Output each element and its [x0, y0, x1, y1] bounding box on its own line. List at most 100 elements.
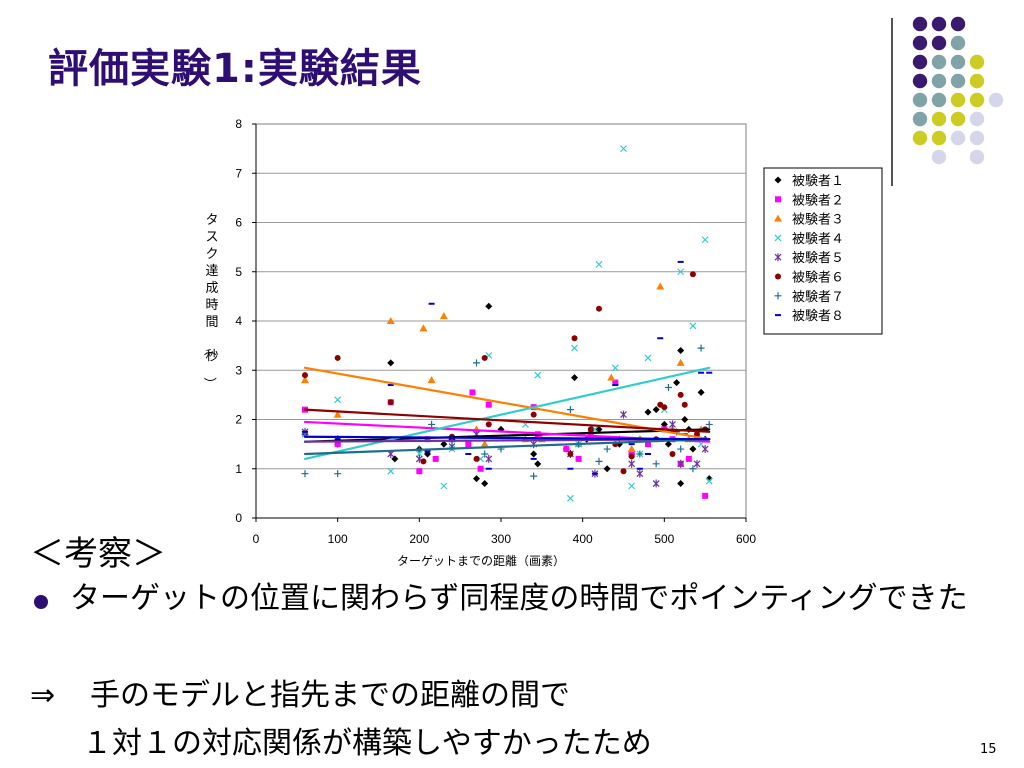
data-point [480, 440, 489, 448]
decorative-dot [931, 130, 947, 146]
y-tick-label: 1 [235, 462, 242, 476]
x-tick-label: 500 [654, 532, 674, 546]
legend-label: 被験者３ [792, 213, 844, 228]
data-point [681, 401, 688, 408]
data-point [636, 450, 644, 458]
series-points-8 [302, 260, 713, 475]
decorative-dot [931, 111, 947, 127]
data-point [705, 477, 713, 485]
data-point [530, 411, 537, 418]
x-tick-label: 200 [409, 532, 429, 546]
data-point [334, 396, 342, 404]
decorative-dot [912, 16, 928, 32]
legend-label: 被験者６ [792, 271, 844, 286]
data-point [440, 440, 448, 448]
data-point [676, 358, 685, 366]
legend-label: 被験者１ [792, 174, 844, 189]
data-point [485, 302, 493, 310]
data-point [689, 465, 697, 473]
data-point [697, 388, 705, 396]
data-point [701, 445, 709, 454]
decorative-dot [969, 73, 985, 89]
data-point [664, 383, 672, 391]
data-point [571, 374, 578, 382]
data-point [387, 359, 395, 367]
legend-label: 被験者２ [792, 193, 844, 208]
data-point [575, 455, 582, 462]
decorative-dot [969, 92, 985, 108]
data-point [387, 467, 395, 475]
data-point [432, 455, 439, 462]
data-point [775, 196, 781, 203]
decorative-dot [969, 54, 985, 70]
data-point [428, 420, 436, 428]
y-tick-label: 5 [235, 265, 242, 279]
data-point [333, 410, 342, 418]
legend-label: 被験者５ [792, 251, 844, 266]
legend-item: 被験者８ [775, 309, 844, 324]
data-point [669, 420, 676, 429]
data-point [439, 312, 448, 320]
decorative-dot [950, 35, 966, 51]
data-point [571, 335, 578, 342]
data-point [689, 271, 696, 278]
data-point [705, 475, 713, 483]
data-point [705, 420, 713, 428]
data-point [334, 354, 341, 361]
trend-line-1 [303, 428, 711, 443]
legend-label: 被験者４ [792, 232, 844, 247]
data-point [415, 450, 423, 458]
decorative-dot [931, 92, 947, 108]
data-point [611, 364, 619, 372]
data-point [652, 406, 660, 414]
data-point [530, 450, 538, 458]
data-point [669, 450, 676, 457]
x-axis-label: ターゲットまでの距離（画素） [397, 554, 565, 568]
data-point [677, 445, 685, 453]
data-point [620, 468, 627, 475]
trend-line-8 [303, 435, 711, 441]
data-point [612, 379, 619, 386]
legend-box [763, 167, 883, 335]
data-point [644, 408, 652, 416]
decorative-dot [931, 54, 947, 70]
data-point [534, 460, 542, 468]
conclusion-reason: １対１の対応関係が構築しやすかったため [82, 726, 652, 761]
data-point [652, 479, 660, 488]
data-point [387, 399, 394, 406]
data-point [677, 391, 684, 398]
vertical-divider [891, 18, 893, 186]
y-tick-label: 0 [235, 511, 242, 525]
data-point [775, 273, 781, 280]
y-axis-label: タスク達成時間（秒） [201, 213, 218, 390]
legend-item: 被験者２ [775, 193, 844, 208]
data-point [697, 344, 705, 352]
data-point [774, 176, 782, 184]
decorative-dot [950, 54, 966, 70]
data-point [386, 317, 395, 324]
data-point [534, 371, 542, 379]
data-point [673, 379, 681, 387]
y-tick-label: 4 [235, 314, 242, 328]
data-point [587, 431, 594, 438]
series-points-7 [301, 344, 713, 480]
decorative-dot [950, 16, 966, 32]
data-point [595, 260, 603, 268]
decorative-dot [912, 54, 928, 70]
data-point [677, 268, 685, 276]
decorative-dot [969, 149, 985, 165]
series-points-5 [301, 410, 709, 488]
y-tick-label: 8 [235, 117, 242, 131]
series-points-4 [301, 145, 713, 502]
data-point [301, 376, 309, 384]
legend-item: 被験者５ [774, 251, 844, 266]
data-point [481, 450, 489, 458]
bullet-text: ターゲットの位置に関わらず同程度の時間でポインティングできた [70, 581, 968, 616]
data-point [427, 376, 436, 384]
legend-item: 被験者６ [775, 271, 844, 286]
decorative-dot [931, 149, 947, 165]
data-point [485, 421, 492, 428]
legend-item: 被験者１ [774, 174, 844, 189]
data-point [566, 494, 574, 502]
data-point [596, 305, 602, 312]
